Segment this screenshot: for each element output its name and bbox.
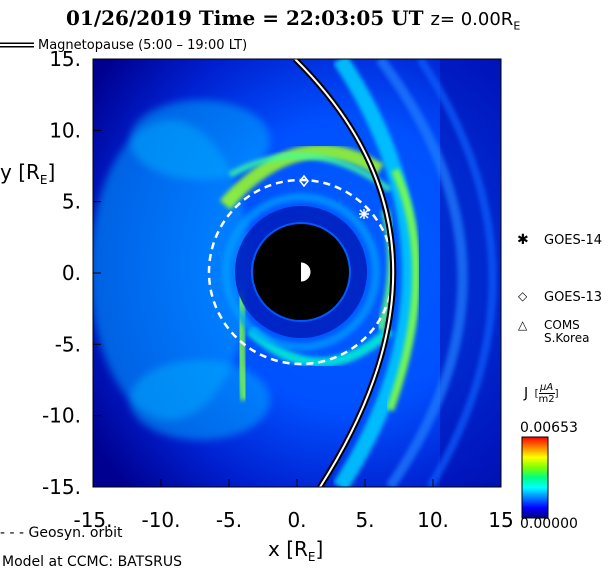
geosyn-legend: - - - Geosyn. orbit: [0, 525, 123, 541]
geosyn-legend-label: Geosyn. orbit: [28, 525, 123, 541]
goes-14-legend-asterisk-icon: ✱: [517, 232, 529, 248]
y-tick-label: 15.: [49, 47, 81, 71]
x-tick-label: -10.: [141, 508, 180, 532]
x-axis-label: x [RE]: [268, 537, 323, 564]
goes-13-legend-label: GOES-13: [544, 290, 603, 305]
x-tick-label: 0.: [287, 508, 306, 532]
magnetopause-legend-line: [0, 42, 34, 48]
y-tick-label: -15.: [42, 475, 81, 499]
y-tick-label: 0.: [62, 261, 81, 285]
goes-13-marker: [299, 174, 309, 188]
x-axis-ticks: -15. -10. -5. 0. 5. 10. 15: [73, 479, 514, 532]
title-z: z= 0.00RE: [430, 9, 521, 33]
y-tick-label: -5.: [55, 332, 81, 356]
x-tick-label: -15.: [73, 508, 112, 532]
coms-name: COMS: [544, 318, 580, 332]
y-tick-label: -10.: [42, 404, 81, 428]
goes-13-legend-diamond-icon: ◇: [518, 289, 528, 303]
colorbar-max-label: 0.00653: [520, 420, 578, 436]
magnetopause-legend-label: Magnetopause (5:00 – 19:00 LT): [38, 38, 248, 53]
goes-14-legend-label: GOES-14: [544, 233, 603, 248]
y-tick-label: 10.: [49, 118, 81, 142]
goes-14-marker: [359, 209, 369, 219]
coms-legend-label: COMS S.Korea: [544, 319, 589, 345]
colorbar-title: J [ μA m2 ]: [524, 382, 559, 405]
model-caption: Model at CCMC: BATSRUS: [2, 554, 182, 570]
coms-country: S.Korea: [544, 331, 590, 345]
x-tick-label: 10.: [417, 508, 449, 532]
y-tick-label: 5.: [62, 190, 81, 214]
y-axis-label: y [RE]: [0, 160, 55, 187]
heatmap-field: [93, 59, 501, 487]
x-tick-label: 15: [488, 508, 513, 532]
y-axis-ticks: 15. 10. 5. 0. -5. -10. -15.: [42, 47, 101, 499]
plot-title: 01/26/2019 Time = 22:03:05 UT z= 0.00RE: [66, 6, 520, 33]
x-tick-label: -5.: [216, 508, 242, 532]
title-date-time: 01/26/2019 Time = 22:03:05 UT: [66, 6, 424, 30]
x-tick-label: 5.: [355, 508, 374, 532]
coms-legend-triangle-icon: △: [518, 318, 528, 332]
colorbar: [521, 436, 549, 519]
colorbar-min-label: 0.00000: [520, 516, 578, 532]
